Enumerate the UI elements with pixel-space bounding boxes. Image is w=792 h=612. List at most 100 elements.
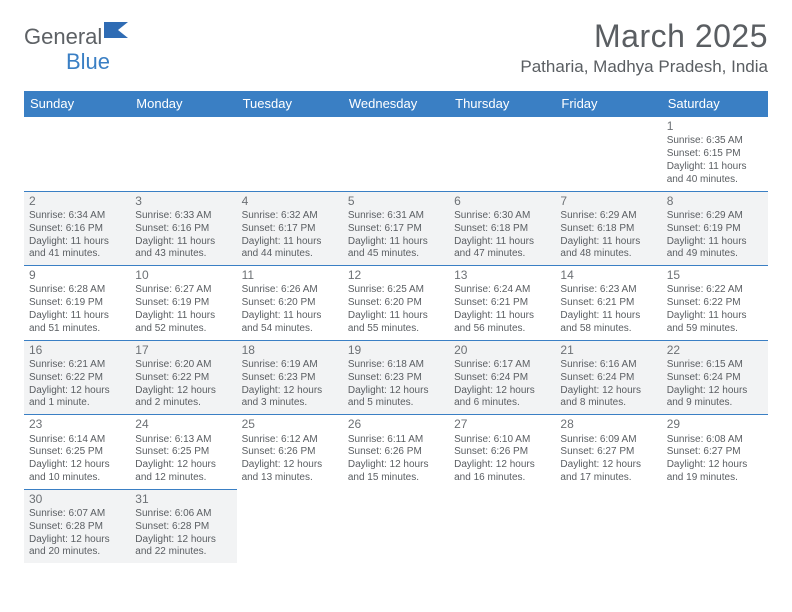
calendar-cell: 28Sunrise: 6:09 AMSunset: 6:27 PMDayligh… <box>555 415 661 490</box>
day-number: 31 <box>135 492 231 507</box>
daylight-text-1: Daylight: 11 hours <box>667 310 763 323</box>
daylight-text-2: and 41 minutes. <box>29 248 125 261</box>
daylight-text-2: and 1 minute. <box>29 397 125 410</box>
sunset-text: Sunset: 6:16 PM <box>29 223 125 236</box>
day-number: 15 <box>667 268 763 283</box>
day-number: 5 <box>348 194 444 209</box>
sunset-text: Sunset: 6:28 PM <box>135 521 231 534</box>
sunrise-text: Sunrise: 6:21 AM <box>29 359 125 372</box>
daylight-text-2: and 22 minutes. <box>135 546 231 559</box>
calendar-cell: 30Sunrise: 6:07 AMSunset: 6:28 PMDayligh… <box>24 489 130 563</box>
daylight-text-1: Daylight: 12 hours <box>242 385 338 398</box>
daylight-text-2: and 55 minutes. <box>348 323 444 336</box>
calendar-cell: 6Sunrise: 6:30 AMSunset: 6:18 PMDaylight… <box>449 191 555 266</box>
daylight-text-2: and 48 minutes. <box>560 248 656 261</box>
sunrise-text: Sunrise: 6:10 AM <box>454 434 550 447</box>
calendar-cell: 2Sunrise: 6:34 AMSunset: 6:16 PMDaylight… <box>24 191 130 266</box>
sunset-text: Sunset: 6:24 PM <box>454 372 550 385</box>
day-number: 17 <box>135 343 231 358</box>
calendar-cell-empty <box>555 489 661 563</box>
sunrise-text: Sunrise: 6:34 AM <box>29 210 125 223</box>
sunset-text: Sunset: 6:18 PM <box>560 223 656 236</box>
daylight-text-1: Daylight: 11 hours <box>560 310 656 323</box>
sunrise-text: Sunrise: 6:11 AM <box>348 434 444 447</box>
logo-flag-icon <box>104 20 130 45</box>
day-number: 18 <box>242 343 338 358</box>
day-number: 26 <box>348 417 444 432</box>
daylight-text-1: Daylight: 11 hours <box>29 236 125 249</box>
weekday-wednesday: Wednesday <box>343 91 449 117</box>
sunset-text: Sunset: 6:22 PM <box>29 372 125 385</box>
sunrise-text: Sunrise: 6:33 AM <box>135 210 231 223</box>
sunset-text: Sunset: 6:18 PM <box>454 223 550 236</box>
sunrise-text: Sunrise: 6:13 AM <box>135 434 231 447</box>
calendar-cell: 15Sunrise: 6:22 AMSunset: 6:22 PMDayligh… <box>662 266 768 341</box>
day-number: 21 <box>560 343 656 358</box>
day-number: 23 <box>29 417 125 432</box>
weekday-tuesday: Tuesday <box>237 91 343 117</box>
sunrise-text: Sunrise: 6:12 AM <box>242 434 338 447</box>
daylight-text-2: and 10 minutes. <box>29 472 125 485</box>
daylight-text-1: Daylight: 12 hours <box>560 459 656 472</box>
calendar-row: 23Sunrise: 6:14 AMSunset: 6:25 PMDayligh… <box>24 415 768 490</box>
sunset-text: Sunset: 6:20 PM <box>348 297 444 310</box>
daylight-text-1: Daylight: 12 hours <box>667 459 763 472</box>
day-number: 24 <box>135 417 231 432</box>
weekday-monday: Monday <box>130 91 236 117</box>
day-number: 7 <box>560 194 656 209</box>
sunset-text: Sunset: 6:20 PM <box>242 297 338 310</box>
daylight-text-1: Daylight: 12 hours <box>454 385 550 398</box>
calendar-cell: 29Sunrise: 6:08 AMSunset: 6:27 PMDayligh… <box>662 415 768 490</box>
day-number: 8 <box>667 194 763 209</box>
daylight-text-2: and 16 minutes. <box>454 472 550 485</box>
daylight-text-2: and 51 minutes. <box>29 323 125 336</box>
calendar-row: 16Sunrise: 6:21 AMSunset: 6:22 PM Dayligh… <box>24 340 768 415</box>
calendar-cell-empty <box>130 117 236 192</box>
calendar-cell-empty <box>24 117 130 192</box>
sunrise-text: Sunrise: 6:14 AM <box>29 434 125 447</box>
daylight-text-2: and 9 minutes. <box>667 397 763 410</box>
calendar-cell: 21Sunrise: 6:16 AMSunset: 6:24 PMDayligh… <box>555 340 661 415</box>
sunrise-text: Sunrise: 6:20 AM <box>135 359 231 372</box>
daylight-text-2: and 5 minutes. <box>348 397 444 410</box>
daylight-text-1: Daylight: 12 hours <box>135 534 231 547</box>
daylight-text-2: and 19 minutes. <box>667 472 763 485</box>
daylight-text-1: Daylight: 11 hours <box>454 310 550 323</box>
daylight-text-1: Daylight: 12 hours <box>135 459 231 472</box>
daylight-text-2: and 2 minutes. <box>135 397 231 410</box>
daylight-text-1: Daylight: 11 hours <box>242 236 338 249</box>
daylight-text-1: Daylight: 11 hours <box>667 236 763 249</box>
daylight-text-2: and 44 minutes. <box>242 248 338 261</box>
calendar-cell: 4Sunrise: 6:32 AMSunset: 6:17 PMDaylight… <box>237 191 343 266</box>
sunrise-text: Sunrise: 6:31 AM <box>348 210 444 223</box>
daylight-text-2: and 56 minutes. <box>454 323 550 336</box>
calendar-cell: 27Sunrise: 6:10 AMSunset: 6:26 PMDayligh… <box>449 415 555 490</box>
day-number: 6 <box>454 194 550 209</box>
calendar-table: SundayMondayTuesdayWednesdayThursdayFrid… <box>24 91 768 563</box>
sunset-text: Sunset: 6:17 PM <box>242 223 338 236</box>
sunset-text: Sunset: 6:23 PM <box>242 372 338 385</box>
day-number: 25 <box>242 417 338 432</box>
sunrise-text: Sunrise: 6:16 AM <box>560 359 656 372</box>
sunrise-text: Sunrise: 6:29 AM <box>667 210 763 223</box>
calendar-cell: 19Sunrise: 6:18 AMSunset: 6:23 PMDayligh… <box>343 340 449 415</box>
calendar-cell: 10Sunrise: 6:27 AMSunset: 6:19 PMDayligh… <box>130 266 236 341</box>
daylight-text-1: Daylight: 11 hours <box>348 310 444 323</box>
calendar-cell: 13Sunrise: 6:24 AMSunset: 6:21 PMDayligh… <box>449 266 555 341</box>
calendar-cell-empty <box>449 489 555 563</box>
sunrise-text: Sunrise: 6:19 AM <box>242 359 338 372</box>
daylight-text-1: Daylight: 12 hours <box>29 534 125 547</box>
daylight-text-1: Daylight: 12 hours <box>560 385 656 398</box>
weekday-thursday: Thursday <box>449 91 555 117</box>
calendar-cell: 26Sunrise: 6:11 AMSunset: 6:26 PMDayligh… <box>343 415 449 490</box>
sunrise-text: Sunrise: 6:32 AM <box>242 210 338 223</box>
day-number: 2 <box>29 194 125 209</box>
day-number: 16 <box>29 343 125 358</box>
daylight-text-2: and 58 minutes. <box>560 323 656 336</box>
daylight-text-2: and 13 minutes. <box>242 472 338 485</box>
day-number: 22 <box>667 343 763 358</box>
calendar-cell-empty <box>662 489 768 563</box>
daylight-text-2: and 59 minutes. <box>667 323 763 336</box>
day-number: 3 <box>135 194 231 209</box>
calendar-cell-empty <box>237 117 343 192</box>
